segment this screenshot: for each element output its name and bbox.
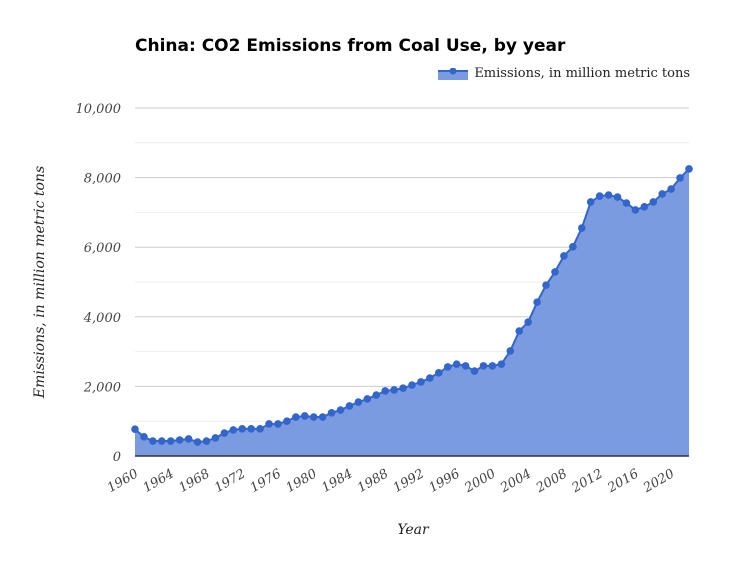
data-point [640, 203, 649, 211]
data-point [506, 347, 515, 355]
y-tick-label: 10,000 [76, 102, 122, 117]
data-point [390, 386, 398, 394]
data-point [202, 437, 211, 445]
data-point [515, 327, 524, 335]
data-point [631, 206, 640, 214]
x-axis-label: Year [397, 522, 430, 538]
data-point [229, 426, 238, 434]
x-tick-label: 1968 [176, 466, 212, 496]
data-point [247, 425, 255, 433]
data-point [542, 281, 550, 289]
series-line [134, 168, 690, 444]
data-point [283, 417, 291, 426]
legend: Emissions, in million metric tons [438, 66, 690, 81]
data-point [685, 165, 693, 173]
data-point [497, 360, 506, 368]
y-tick-label: 6,000 [84, 241, 121, 256]
x-tick-label: 2008 [533, 466, 570, 496]
data-point [408, 381, 416, 389]
y-tick-label: 0 [113, 450, 121, 465]
data-point [211, 434, 220, 442]
data-point [569, 243, 577, 251]
x-tick-label: 1988 [355, 466, 391, 496]
data-point [381, 387, 389, 395]
x-tick-label: 1980 [284, 466, 320, 496]
data-point [372, 391, 381, 399]
x-tick-label: 1964 [141, 466, 177, 496]
x-tick-label: 2012 [569, 466, 606, 496]
x-tick-label: 2020 [640, 466, 677, 496]
x-tick-label: 2004 [497, 466, 534, 496]
data-point [649, 198, 658, 206]
data-point [274, 420, 282, 428]
data-point [470, 367, 479, 375]
x-tick-label: 1996 [427, 466, 463, 496]
data-point [166, 437, 175, 445]
data-point [327, 409, 336, 417]
data-point [175, 436, 184, 444]
data-point [354, 398, 363, 406]
x-tick-label: 1984 [319, 466, 355, 496]
x-tick-label: 1992 [391, 466, 427, 496]
data-point [586, 198, 595, 206]
y-tick-label: 4,000 [83, 311, 121, 326]
data-point [131, 425, 139, 434]
legend-swatch [438, 67, 469, 80]
data-point [363, 395, 372, 403]
data-point [595, 192, 604, 200]
data-point [551, 268, 559, 276]
data-point [577, 224, 586, 232]
data-point [149, 437, 157, 445]
x-tick-label: 1972 [212, 466, 248, 496]
x-tick-label: 2000 [461, 466, 498, 496]
data-point [622, 199, 631, 207]
data-point [452, 360, 461, 368]
data-point [256, 425, 264, 433]
data-point [292, 413, 300, 421]
x-tick-label: 1960 [105, 466, 141, 496]
data-point [238, 425, 247, 433]
data-point [158, 437, 166, 445]
data-point [318, 413, 327, 421]
data-point [658, 190, 666, 198]
data-point [399, 384, 407, 392]
data-point [345, 402, 354, 410]
data-point [220, 429, 229, 437]
data-point [193, 438, 202, 446]
area-fill [135, 168, 689, 456]
data-point [461, 362, 470, 370]
data-point [300, 412, 309, 420]
data-point [435, 369, 443, 377]
legend-label: Emissions, in million metric tons [474, 66, 690, 81]
data-point [560, 252, 568, 260]
data-point [667, 185, 675, 193]
data-point [524, 318, 532, 326]
data-point [140, 433, 148, 441]
data-point [417, 378, 425, 386]
y-axis-label: Emissions, in million metric tons [32, 166, 48, 399]
data-point [604, 191, 613, 199]
x-tick-label: 1976 [248, 466, 284, 496]
data-point [309, 413, 318, 421]
data-point [533, 298, 541, 306]
chart-title: China: CO2 Emissions from Coal Use, by y… [135, 36, 566, 56]
data-point [336, 406, 345, 414]
data-point [265, 420, 273, 428]
data-point [479, 362, 488, 370]
data-point [184, 435, 193, 443]
data-point [426, 374, 434, 382]
data-point [676, 174, 684, 182]
data-point [613, 193, 622, 201]
data-point [443, 363, 452, 371]
data-point [488, 362, 497, 370]
y-tick-label: 8,000 [84, 172, 121, 187]
x-tick-label: 2016 [604, 466, 641, 496]
y-tick-label: 2,000 [83, 380, 121, 395]
